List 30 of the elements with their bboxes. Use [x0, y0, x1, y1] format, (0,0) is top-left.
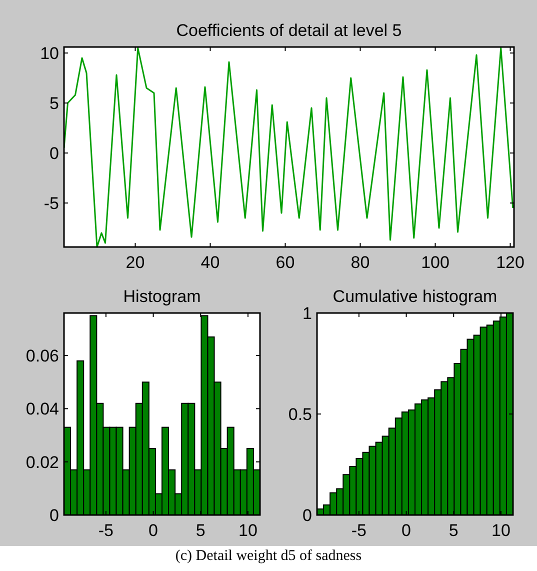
line-series — [64, 47, 514, 248]
chart-title: Coefficients of detail at level 5 — [176, 21, 402, 40]
text: (c) Detail weight d5 of sadness — [175, 548, 362, 564]
chart-title: Histogram — [123, 287, 201, 306]
y-tick-label: 0.5 — [288, 405, 312, 424]
y-tick-label: 0 — [302, 506, 312, 525]
x-tick-label: 60 — [276, 253, 295, 272]
chart-title: Cumulative histogram — [332, 287, 498, 306]
x-tick-label: 100 — [421, 253, 450, 272]
x-tick-label: 10 — [492, 521, 510, 540]
y-tick-label: 5 — [50, 94, 59, 113]
y-tick-label: 0.02 — [26, 452, 59, 472]
x-tick-label: 5 — [196, 521, 206, 540]
x-tick-label: 10 — [238, 521, 258, 540]
y-tick-label: 0.04 — [26, 400, 59, 419]
y-tick-label: 1 — [302, 304, 312, 323]
x-tick-label: -5 — [351, 521, 367, 540]
y-tick-label: 0 — [50, 144, 59, 163]
x-tick-label: 20 — [126, 253, 145, 272]
x-tick-label: 40 — [200, 253, 220, 272]
x-tick-label: 0 — [148, 521, 158, 540]
y-tick-label: -5 — [44, 194, 59, 213]
x-tick-label: 80 — [350, 253, 370, 272]
x-tick-label: -5 — [98, 521, 114, 540]
y-tick-label: 10 — [40, 44, 59, 63]
x-tick-label: 120 — [496, 253, 524, 272]
x-tick-label: 5 — [448, 521, 458, 540]
y-tick-label: 0.06 — [26, 346, 59, 366]
y-tick-label: 0 — [50, 506, 59, 525]
x-tick-label: 0 — [402, 521, 412, 540]
